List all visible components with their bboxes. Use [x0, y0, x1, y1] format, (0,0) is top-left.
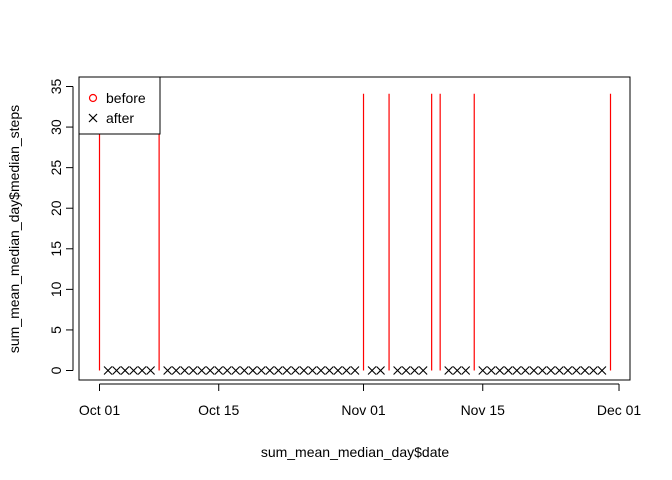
after-point: [273, 366, 283, 375]
x-tick-label: Nov 15: [461, 402, 506, 418]
after-point: [555, 366, 564, 375]
after-point: [163, 366, 173, 375]
after-point: [342, 366, 351, 375]
legend-before-label: before: [106, 90, 146, 106]
y-tick-label: 15: [48, 241, 64, 257]
after-point: [350, 366, 360, 375]
y-tick-label: 35: [48, 79, 64, 95]
after-point: [452, 366, 462, 375]
after-point: [222, 366, 232, 375]
after-point: [546, 366, 556, 375]
after-point: [537, 366, 547, 375]
after-point: [248, 366, 258, 375]
after-point: [265, 366, 275, 375]
after-point: [444, 366, 454, 375]
after-point: [367, 366, 377, 375]
legend-before-circle-icon: [88, 93, 98, 103]
after-point: [129, 366, 138, 375]
after-point: [308, 366, 317, 375]
after-point: [572, 366, 581, 375]
after-point: [214, 366, 224, 375]
y-tick-label: 5: [48, 326, 64, 334]
after-point: [401, 366, 411, 375]
after-point: [188, 366, 198, 375]
legend: before after: [78, 76, 161, 135]
y-tick-label: 30: [48, 119, 64, 135]
y-tick-label: 20: [48, 200, 64, 216]
legend-after-cross-icon: [88, 113, 98, 123]
after-point: [180, 366, 190, 375]
after-point: [120, 366, 130, 375]
after-point: [393, 366, 402, 375]
x-tick-label: Oct 15: [198, 402, 239, 418]
after-point: [171, 366, 181, 375]
after-point: [597, 366, 607, 375]
after-point: [418, 366, 428, 375]
after-point: [239, 366, 249, 375]
after-point: [461, 366, 471, 375]
legend-box: [78, 76, 161, 135]
after-point: [478, 366, 488, 375]
after-point: [316, 366, 326, 375]
after-point: [146, 366, 155, 375]
after-point: [197, 366, 207, 375]
after-point: [495, 366, 505, 375]
after-point: [256, 366, 266, 375]
y-tick-label: 25: [48, 160, 64, 176]
after-point: [410, 366, 420, 375]
x-tick-label: Nov 01: [341, 402, 386, 418]
after-point: [205, 366, 215, 375]
after-point: [580, 366, 590, 375]
after-point: [299, 366, 309, 375]
after-point: [231, 366, 241, 375]
after-point: [529, 366, 539, 375]
after-point: [589, 366, 598, 375]
x-tick-label: Dec 01: [597, 402, 642, 418]
after-point: [512, 366, 522, 375]
after-point: [282, 366, 292, 375]
y-tick-label: 0: [48, 366, 64, 374]
x-axis-title: sum_mean_median_day$date: [261, 444, 450, 460]
legend-after-label: after: [106, 110, 134, 126]
after-point: [520, 366, 530, 375]
after-point: [376, 366, 385, 375]
y-axis-title: sum_mean_median_day$median_steps: [6, 105, 22, 353]
y-axis: 0 5 10 15 20 25 30 35: [48, 79, 74, 374]
after-point: [503, 366, 513, 375]
after-point: [325, 366, 334, 375]
after-point: [103, 366, 113, 375]
before-series: [98, 93, 612, 371]
after-point: [486, 366, 496, 375]
plot-frame: [78, 76, 631, 381]
x-axis: Oct 01 Oct 15 Nov 01 Nov 15 Dec 01: [79, 383, 642, 418]
after-point: [112, 366, 121, 375]
x-tick-label: Oct 01: [79, 402, 120, 418]
after-series: [103, 366, 607, 375]
after-point: [333, 366, 343, 375]
after-point: [137, 366, 147, 375]
after-point: [290, 366, 300, 375]
y-tick-label: 10: [48, 281, 64, 297]
after-point: [563, 366, 573, 375]
